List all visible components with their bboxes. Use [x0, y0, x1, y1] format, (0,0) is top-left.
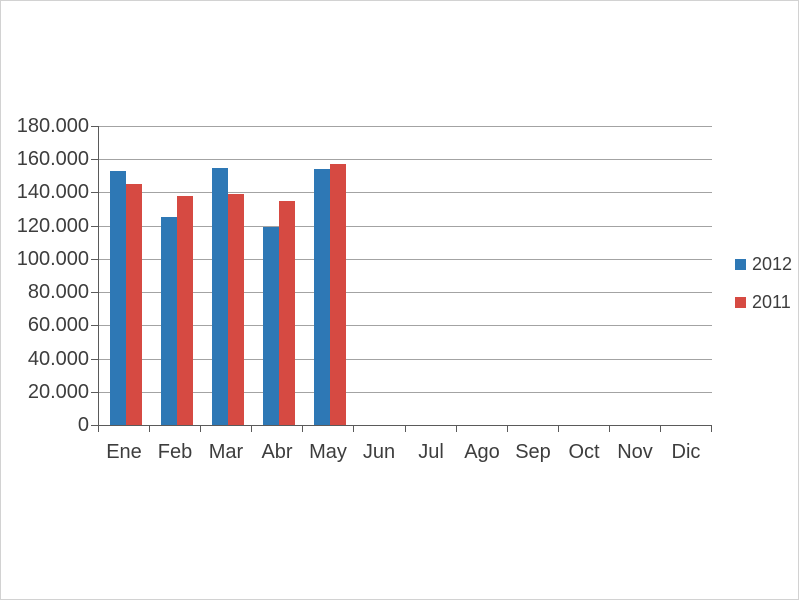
- x-tick: [558, 426, 559, 432]
- x-axis-label: Feb: [157, 441, 193, 463]
- y-tick-label: 80.000: [27, 281, 89, 303]
- y-tick: [91, 259, 98, 260]
- y-tick-label: 180.000: [16, 115, 89, 137]
- x-tick: [456, 426, 457, 432]
- bar-2012-may: [314, 169, 330, 425]
- legend: 2012 2011: [735, 254, 792, 330]
- legend-swatch-icon: [735, 259, 746, 270]
- x-tick: [507, 426, 508, 432]
- x-tick: [251, 426, 252, 432]
- y-tick: [91, 226, 98, 227]
- bar-2012-feb: [161, 217, 177, 425]
- gridline: [99, 226, 712, 227]
- y-tick: [91, 159, 98, 160]
- x-tick: [405, 426, 406, 432]
- x-tick: [660, 426, 661, 432]
- bar-2012-ene: [110, 171, 126, 425]
- x-tick: [353, 426, 354, 432]
- gridline: [99, 392, 712, 393]
- y-tick-label: 0: [77, 414, 89, 436]
- gridline: [99, 259, 712, 260]
- x-axis-label: Sep: [515, 441, 551, 463]
- x-tick: [302, 426, 303, 432]
- x-axis-label: Jun: [362, 441, 396, 463]
- x-tick: [200, 426, 201, 432]
- y-tick: [91, 325, 98, 326]
- x-tick: [98, 426, 99, 432]
- legend-label: 2011: [752, 292, 791, 312]
- x-tick: [149, 426, 150, 432]
- x-axis-label: Oct: [568, 441, 600, 463]
- bar-2011-ene: [126, 184, 142, 425]
- bar-2011-mar: [228, 194, 244, 425]
- x-axis-label: Abr: [261, 441, 293, 463]
- y-tick-label: 40.000: [27, 348, 89, 370]
- legend-swatch-icon: [735, 297, 746, 308]
- y-tick-label: 20.000: [27, 381, 89, 403]
- x-axis-label: Mar: [208, 441, 244, 463]
- gridline: [99, 325, 712, 326]
- gridline: [99, 292, 712, 293]
- x-axis-label: Jul: [418, 441, 444, 463]
- y-tick: [91, 126, 98, 127]
- legend-item-2011: 2011: [735, 292, 792, 313]
- bar-2011-feb: [177, 196, 193, 425]
- y-tick: [91, 292, 98, 293]
- x-axis-label: May: [309, 441, 347, 463]
- y-tick-label: 160.000: [16, 148, 89, 170]
- y-tick: [91, 392, 98, 393]
- y-tick-label: 100.000: [16, 248, 89, 270]
- y-tick: [91, 425, 98, 426]
- x-tick: [711, 426, 712, 432]
- bar-2012-mar: [212, 168, 228, 425]
- gridline: [99, 126, 712, 127]
- y-tick-label: 60.000: [27, 314, 89, 336]
- x-axis-label: Nov: [617, 441, 653, 463]
- y-tick: [91, 359, 98, 360]
- legend-item-2012: 2012: [735, 254, 792, 275]
- y-tick-label: 140.000: [16, 181, 89, 203]
- plot-area: [98, 126, 712, 426]
- x-axis-label: Ago: [464, 441, 500, 463]
- x-axis-label: Ene: [106, 441, 142, 463]
- y-tick-label: 120.000: [16, 215, 89, 237]
- x-axis-label: Dic: [671, 441, 701, 463]
- gridline: [99, 192, 712, 193]
- bar-2012-abr: [263, 227, 279, 425]
- x-tick: [609, 426, 610, 432]
- gridline: [99, 159, 712, 160]
- bar-2011-may: [330, 164, 346, 425]
- legend-label: 2012: [752, 254, 793, 274]
- y-tick: [91, 192, 98, 193]
- bar-2011-abr: [279, 201, 295, 425]
- gridline: [99, 359, 712, 360]
